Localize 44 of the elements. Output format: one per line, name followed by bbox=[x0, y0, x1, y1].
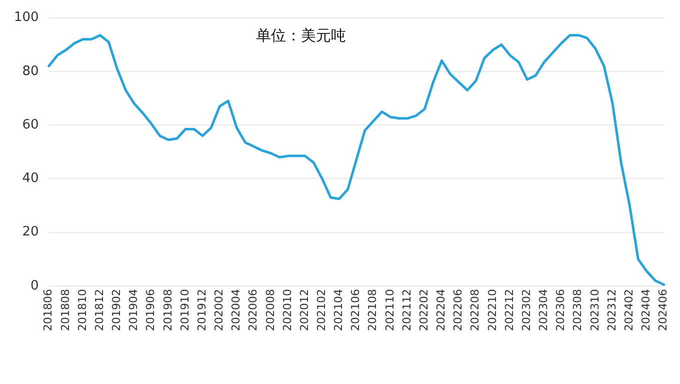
x-tick-label: 202312 bbox=[605, 289, 618, 332]
y-tick-label: 0 bbox=[30, 278, 39, 294]
y-tick-label: 80 bbox=[22, 64, 39, 79]
y-tick-label: 60 bbox=[22, 117, 39, 132]
x-tick-label: 202006 bbox=[246, 289, 260, 332]
x-tick-label: 202210 bbox=[486, 289, 499, 332]
x-tick-label: 202204 bbox=[434, 289, 448, 332]
x-tick-label: 201906 bbox=[144, 289, 158, 332]
y-tick-label: 100 bbox=[14, 10, 39, 26]
x-tick-label: 201908 bbox=[161, 289, 174, 332]
x-tick-label: 202202 bbox=[418, 289, 430, 332]
x-tick-label: 201808 bbox=[58, 289, 72, 332]
x-tick-label: 201806 bbox=[42, 289, 55, 332]
x-tick-label: 202012 bbox=[298, 289, 311, 332]
x-tick-label: 202002 bbox=[212, 289, 226, 332]
x-tick-label: 202310 bbox=[588, 289, 602, 332]
x-tick-label: 201904 bbox=[127, 289, 140, 332]
x-tick-label: 201902 bbox=[110, 289, 124, 332]
x-tick-label: 202112 bbox=[400, 289, 414, 332]
x-tick-label: 202208 bbox=[468, 289, 482, 332]
x-tick-label: 202402 bbox=[622, 289, 636, 332]
x-tick-label: 202104 bbox=[332, 289, 346, 332]
x-tick-label: 202110 bbox=[383, 289, 396, 332]
x-tick-label: 202212 bbox=[502, 289, 516, 332]
x-tick-label: 202008 bbox=[264, 289, 277, 332]
x-tick-label: 202304 bbox=[537, 289, 550, 332]
y-tick-label: 20 bbox=[22, 224, 39, 240]
x-tick-label: 202106 bbox=[349, 289, 362, 332]
x-tick-label: 202406 bbox=[656, 289, 670, 332]
x-tick-label: 202308 bbox=[571, 289, 584, 332]
x-tick-label: 202302 bbox=[520, 289, 533, 332]
x-tick-label: 202010 bbox=[280, 289, 294, 332]
x-tick-label: 201912 bbox=[195, 289, 208, 332]
annotation: 单位：美元吨 bbox=[256, 26, 346, 45]
x-tick-label: 201810 bbox=[76, 289, 89, 332]
x-tick-label: 202004 bbox=[230, 289, 243, 332]
x-tick-label: 201910 bbox=[178, 289, 192, 332]
x-tick-label: 202108 bbox=[366, 289, 380, 332]
x-tick-label: 201812 bbox=[92, 289, 106, 332]
x-tick-label: 202404 bbox=[640, 289, 653, 332]
y-tick-label: 40 bbox=[22, 171, 39, 186]
x-tick-label: 202102 bbox=[315, 289, 328, 332]
x-tick-label: 202306 bbox=[554, 289, 568, 332]
x-tick-label: 202206 bbox=[452, 289, 465, 332]
